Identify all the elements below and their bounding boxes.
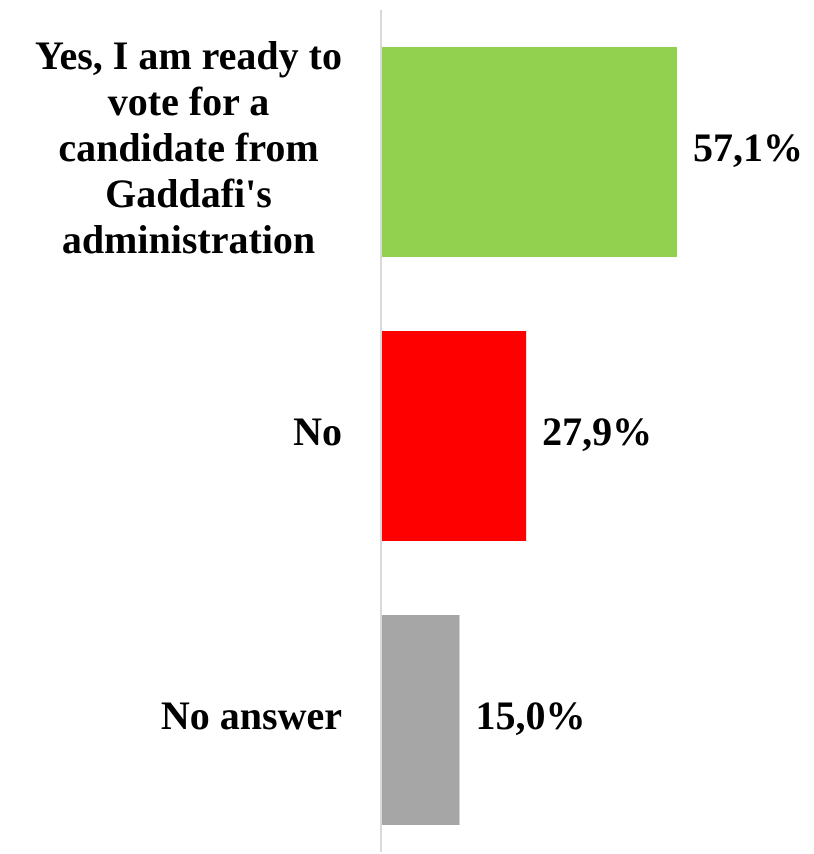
value-label-1: 27,9%: [542, 409, 652, 454]
category-label-1: No: [293, 409, 342, 454]
bar-0: [382, 47, 677, 257]
value-label-0: 57,1%: [693, 125, 803, 170]
category-label-2: No answer: [161, 693, 342, 738]
category-label-0: Yes, I am ready to vote for a candidate fr…: [35, 33, 342, 262]
bar-1: [382, 331, 527, 541]
category-labels-group: Yes, I am ready to vote for a candidate fr…: [35, 33, 342, 738]
value-labels-group: 57,1% 27,9% 15,0%: [475, 125, 803, 738]
bars-group: [382, 47, 677, 825]
value-label-2: 15,0%: [475, 693, 585, 738]
bar-2: [382, 615, 460, 825]
